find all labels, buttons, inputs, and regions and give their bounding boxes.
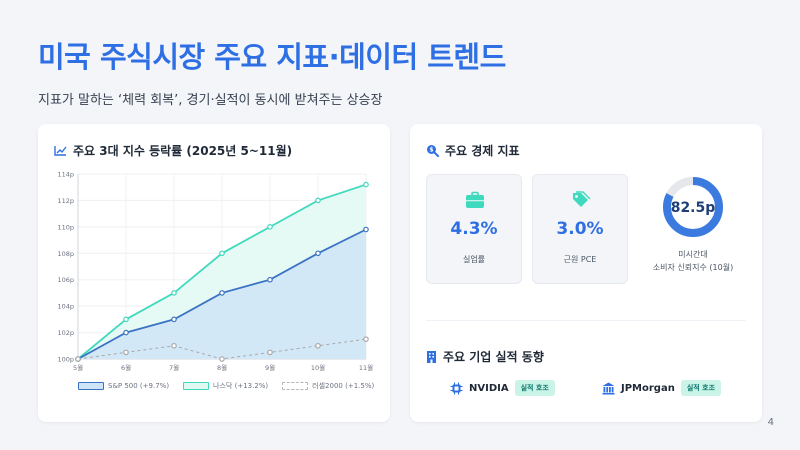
- series-point-2: [363, 336, 369, 342]
- legend-item-nasdaq[interactable]: 나스닥 (+13.2%): [183, 381, 268, 391]
- kpi-section-title-text: 주요 경제 지표: [445, 144, 520, 158]
- consumer-sentiment-gauge: 82.5p 미시간대 소비자 신뢰지수 (10월): [648, 176, 738, 296]
- company-jpmorgan-badge: 실적 호조: [680, 380, 722, 396]
- series-point-0: [267, 276, 273, 283]
- chart-card-title: 주요 3대 지수 등락률 (2025년 5~11월): [54, 142, 292, 159]
- series-point-0: [315, 250, 321, 257]
- series-point-0: [123, 329, 129, 336]
- donut-label-line1: 미시간대: [678, 250, 708, 259]
- tags-icon: [573, 191, 591, 207]
- kpi-core-pce: 3.0% 근원 PCE: [532, 174, 628, 284]
- earnings-section-title: 주요 기업 실적 동향: [426, 348, 544, 365]
- earnings-section-title-text: 주요 기업 실적 동향: [443, 350, 544, 364]
- company-nvidia-name: NVIDIA: [469, 382, 509, 394]
- series-point-2: [219, 356, 225, 362]
- legend-item-sp500[interactable]: S&P 500 (+9.7%): [78, 382, 169, 390]
- series-point-0: [171, 316, 177, 323]
- x-tick-label: 7월: [169, 363, 179, 372]
- company-jpmorgan-name: JPMorgan: [621, 382, 675, 394]
- bank-icon: [602, 382, 615, 394]
- chip-icon: [450, 382, 463, 394]
- search-dollar-icon: $: [427, 145, 439, 157]
- series-point-2: [315, 342, 321, 349]
- briefcase-icon: [466, 191, 484, 208]
- company-jpmorgan: JPMorgan 실적 호조: [602, 380, 722, 396]
- legend-label-nasdaq: 나스닥 (+13.2%): [213, 382, 269, 390]
- donut-label: 미시간대 소비자 신뢰지수 (10월): [648, 248, 738, 274]
- page-number: 4: [767, 417, 774, 428]
- series-point-1: [315, 197, 321, 204]
- x-tick-label: 6월: [121, 363, 131, 372]
- y-tick-label: 110p: [57, 223, 74, 231]
- y-tick-label: 108p: [57, 250, 74, 258]
- building-icon: [427, 351, 436, 363]
- series-point-1: [363, 181, 369, 188]
- line-chart-icon: [54, 146, 67, 156]
- donut-value: 82.5p: [671, 200, 716, 216]
- x-tick-label: 10월: [311, 363, 325, 372]
- kpi-unemployment-value: 4.3%: [450, 219, 498, 239]
- company-nvidia-badge: 실적 호조: [514, 380, 555, 396]
- y-tick-label: 100p: [57, 356, 74, 364]
- series-point-1: [267, 224, 273, 230]
- kpi-section-title: $ 주요 경제 지표: [426, 142, 520, 159]
- series-point-2: [123, 349, 129, 356]
- series-point-0: [219, 290, 225, 296]
- donut-label-line2: 소비자 신뢰지수 (10월): [652, 263, 734, 272]
- legend-swatch-nasdaq: [183, 382, 210, 390]
- series-point-2: [171, 342, 177, 349]
- company-nvidia: NVIDIA 실적 호조: [450, 380, 555, 396]
- series-point-1: [171, 290, 177, 296]
- series-point-2: [75, 356, 81, 362]
- chart-legend: S&P 500 (+9.7%) 나스닥 (+13.2%) 러셀2000 (+1.…: [78, 381, 374, 391]
- series-point-1: [123, 316, 129, 323]
- y-tick-label: 106p: [57, 276, 74, 284]
- page-subtitle: 지표가 말하는 ‘체력 회복’, 경기·실적이 동시에 받쳐주는 상승장: [38, 93, 383, 108]
- svg-text:$: $: [429, 147, 433, 154]
- legend-swatch-sp500: [78, 382, 104, 390]
- legend-label-russell: 러셀2000 (+1.5%): [312, 382, 375, 390]
- series-point-2: [267, 349, 273, 356]
- chart-card-title-text: 주요 3대 지수 등락률 (2025년 5~11월): [73, 144, 293, 158]
- series-point-0: [363, 226, 369, 233]
- page-title: 미국 주식시장 주요 지표·데이터 트렌드: [38, 40, 506, 74]
- x-tick-label: 5월: [73, 363, 83, 372]
- y-tick-label: 102p: [57, 329, 74, 337]
- x-tick-label: 11월: [359, 363, 373, 372]
- kpi-core-pce-value: 3.0%: [556, 219, 604, 239]
- legend-item-russell[interactable]: 러셀2000 (+1.5%): [282, 381, 374, 391]
- kpi-unemployment-label: 실업률: [462, 255, 486, 264]
- kpi-core-pce-label: 근원 PCE: [563, 255, 597, 264]
- index-line-chart: 100p 102p 104p 106p 108p 110p 112p 114p 5월 6월 7월 8…: [57, 171, 373, 373]
- x-tick-label: 9월: [265, 363, 275, 372]
- kpi-unemployment: 4.3% 실업률: [426, 174, 522, 284]
- index-chart-card: 주요 3대 지수 등락률 (2025년 5~11월) 100p 102p 104p 1…: [38, 124, 390, 422]
- legend-swatch-russell: [282, 382, 309, 390]
- donut-chart: 82.5p: [663, 177, 723, 237]
- x-tick-label: 8월: [217, 363, 227, 372]
- section-divider: [426, 320, 746, 321]
- legend-label-sp500: S&P 500 (+9.7%): [108, 382, 170, 390]
- y-tick-label: 114p: [57, 171, 74, 179]
- y-tick-label: 112p: [57, 197, 74, 205]
- series-point-1: [219, 250, 225, 257]
- y-tick-label: 104p: [57, 303, 74, 311]
- indicators-card: $ 주요 경제 지표 4.3% 실업률 3.0% 근원 PCE 82.5p 미시…: [410, 124, 762, 422]
- donut-value-arc: [663, 177, 723, 237]
